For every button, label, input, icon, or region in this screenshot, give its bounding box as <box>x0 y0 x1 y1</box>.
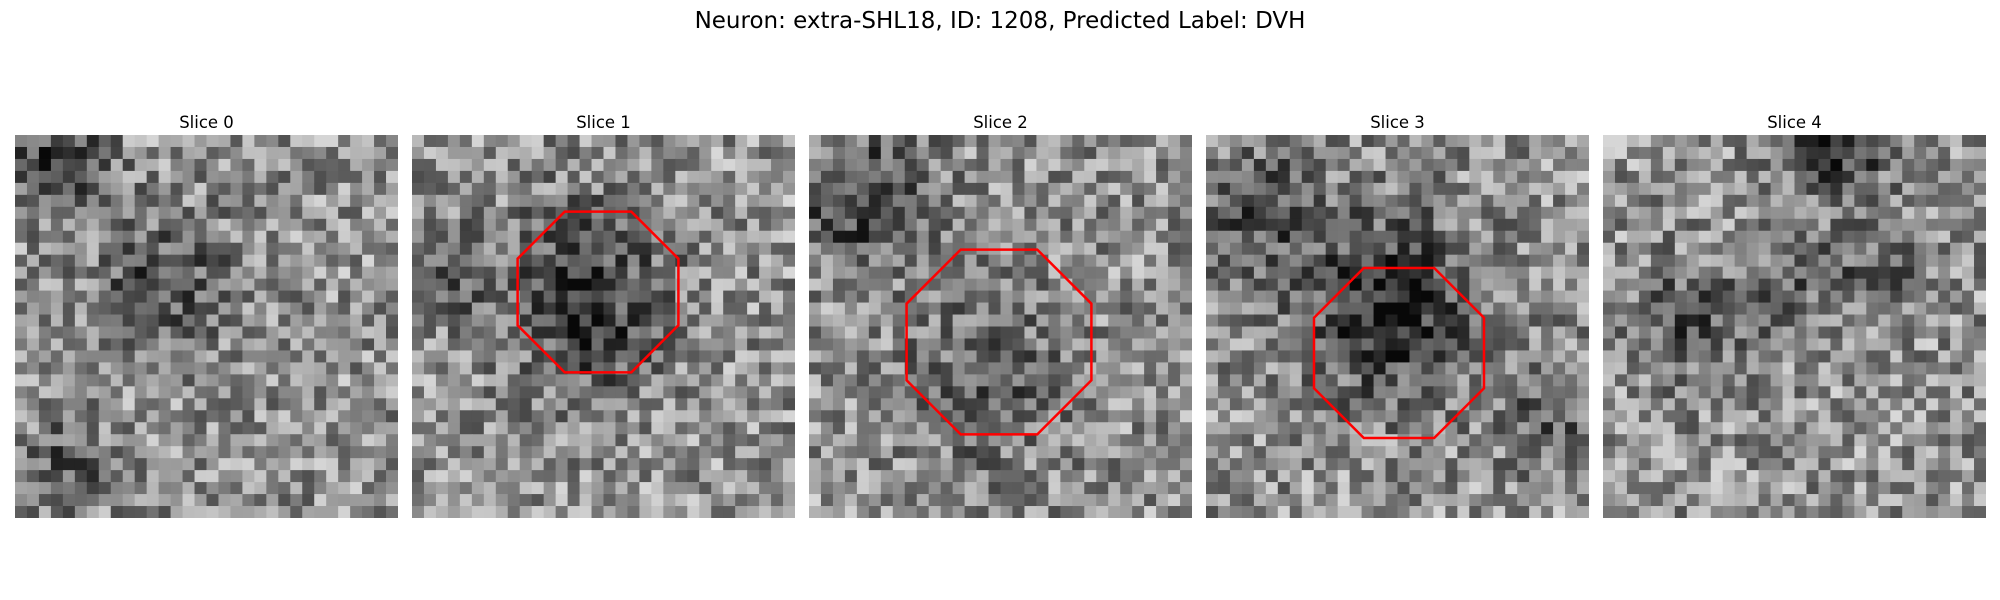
slice-panel-0: Slice 0 <box>15 112 398 518</box>
figure-title: Neuron: extra-SHL18, ID: 1208, Predicted… <box>694 8 1306 34</box>
slice-image <box>1206 135 1589 518</box>
slice-image <box>15 135 398 518</box>
slice-title: Slice 4 <box>1767 113 1822 132</box>
slice-title: Slice 2 <box>973 113 1028 132</box>
slice-panel-1: Slice 1 <box>412 112 795 518</box>
slice-image <box>412 135 795 518</box>
slice-panel-4: Slice 4 <box>1603 112 1986 518</box>
slice-image <box>1603 135 1986 518</box>
slice-image <box>809 135 1192 518</box>
slice-title: Slice 0 <box>179 113 234 132</box>
slice-title: Slice 3 <box>1370 113 1425 132</box>
roi-outline <box>1312 266 1486 440</box>
slice-panel-2: Slice 2 <box>809 112 1192 518</box>
roi-outline <box>516 210 680 374</box>
roi-outline <box>905 248 1093 436</box>
slice-title: Slice 1 <box>576 113 631 132</box>
slice-panel-3: Slice 3 <box>1206 112 1589 518</box>
